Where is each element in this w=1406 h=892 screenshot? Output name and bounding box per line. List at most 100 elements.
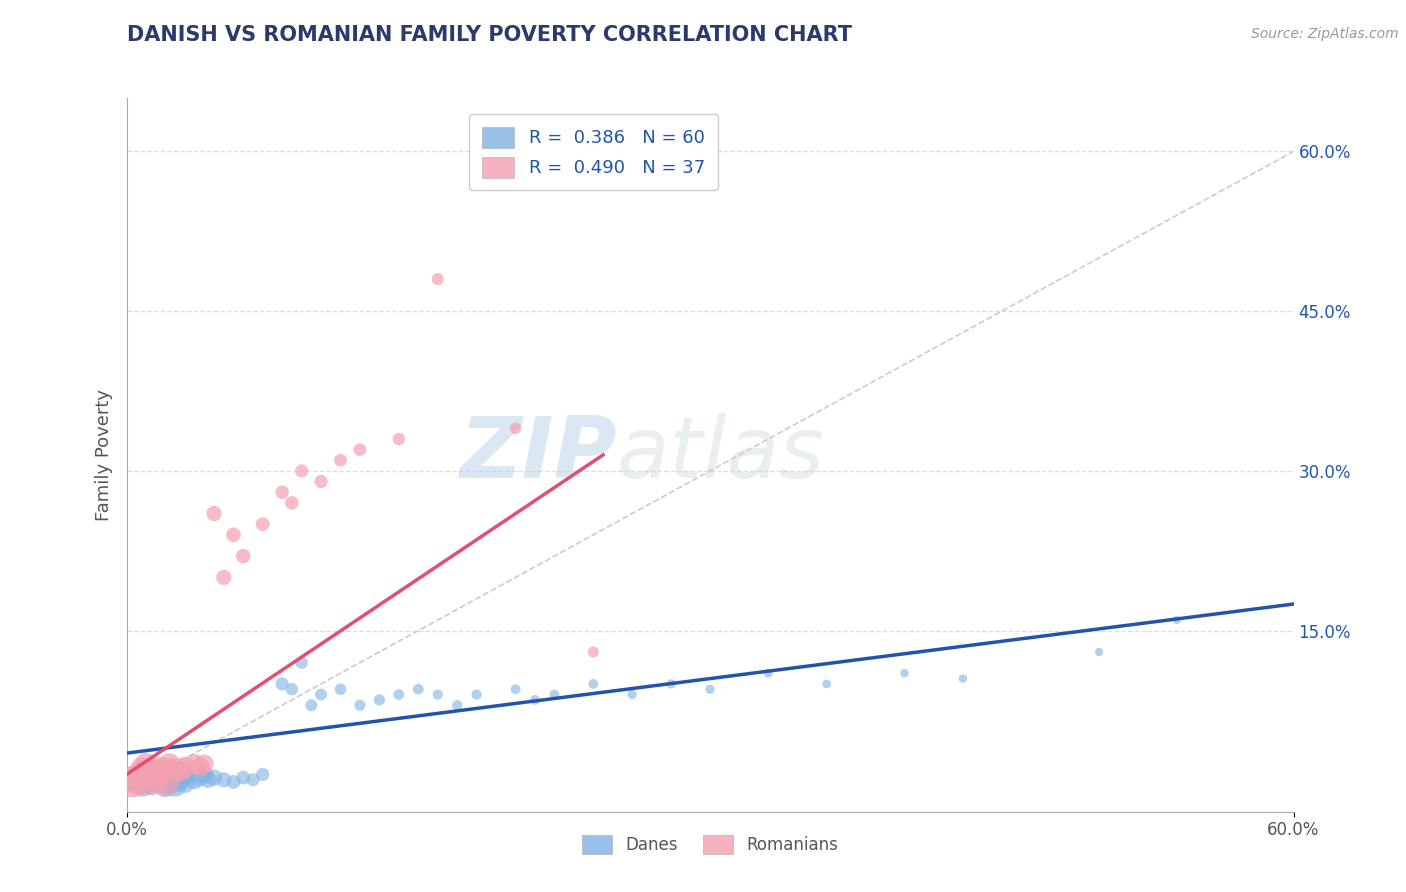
Point [125, 772, 148, 787]
Point [349, 698, 371, 713]
Point [523, 693, 546, 707]
Point [135, 771, 157, 785]
Point [446, 698, 468, 713]
Point [290, 464, 312, 478]
Point [165, 767, 187, 781]
Point [125, 772, 148, 787]
Point [368, 693, 391, 707]
Point [141, 778, 163, 792]
Point [155, 775, 177, 789]
Point [135, 767, 157, 781]
Point [165, 778, 187, 792]
Point [183, 756, 205, 771]
Point [202, 771, 225, 785]
Point [408, 682, 430, 697]
Point [281, 496, 304, 510]
Point [135, 775, 157, 789]
Point [135, 756, 157, 771]
Y-axis label: Family Poverty: Family Poverty [94, 389, 112, 521]
Point [155, 771, 177, 785]
Point [281, 682, 304, 697]
Point [271, 677, 294, 691]
Point [165, 775, 187, 789]
Point [190, 760, 212, 774]
Point [193, 756, 215, 771]
Point [165, 762, 187, 776]
Point [621, 688, 644, 702]
Point [145, 771, 167, 785]
Point [212, 772, 235, 787]
Point [659, 677, 682, 691]
Point [155, 764, 177, 779]
Point [212, 570, 235, 584]
Point [197, 772, 219, 787]
Point [149, 760, 172, 774]
Point [174, 767, 197, 781]
Point [174, 760, 197, 774]
Point [582, 645, 605, 659]
Point [150, 772, 173, 787]
Point [505, 421, 527, 435]
Point [232, 549, 254, 563]
Point [139, 772, 162, 787]
Point [893, 666, 915, 681]
Point [271, 485, 294, 500]
Point [252, 517, 274, 532]
Text: atlas: atlas [617, 413, 825, 497]
Point [145, 772, 167, 787]
Point [699, 682, 721, 697]
Point [183, 772, 205, 787]
Point [135, 767, 157, 781]
Point [131, 778, 153, 792]
Point [329, 682, 352, 697]
Text: ZIP: ZIP [458, 413, 617, 497]
Point [222, 528, 245, 542]
Point [202, 507, 225, 521]
Text: Source: ZipAtlas.com: Source: ZipAtlas.com [1251, 27, 1399, 41]
Point [505, 682, 527, 697]
Point [145, 775, 167, 789]
Point [543, 688, 565, 702]
Legend: Danes, Romanians: Danes, Romanians [572, 825, 848, 864]
Point [145, 764, 167, 779]
Point [756, 666, 779, 681]
Point [309, 688, 332, 702]
Point [290, 656, 312, 670]
Point [1166, 613, 1188, 627]
Text: DANISH VS ROMANIAN FAMILY POVERTY CORRELATION CHART: DANISH VS ROMANIAN FAMILY POVERTY CORREL… [127, 25, 852, 45]
Point [131, 762, 153, 776]
Point [193, 767, 215, 781]
Point [815, 677, 838, 691]
Point [170, 772, 193, 787]
Point [582, 677, 605, 691]
Point [426, 688, 449, 702]
Point [329, 453, 352, 467]
Point [135, 775, 157, 789]
Point [190, 771, 212, 785]
Point [349, 442, 371, 457]
Point [309, 475, 332, 489]
Point [465, 688, 488, 702]
Point [1088, 645, 1111, 659]
Point [155, 762, 177, 776]
Point [388, 432, 411, 446]
Point [150, 767, 173, 781]
Point [131, 767, 153, 781]
Point [388, 688, 411, 702]
Point [252, 767, 274, 781]
Point [121, 775, 143, 789]
Point [952, 672, 974, 686]
Point [222, 775, 245, 789]
Point [141, 762, 163, 776]
Point [170, 764, 193, 779]
Point [139, 771, 162, 785]
Point [150, 767, 173, 781]
Point [157, 772, 180, 787]
Point [242, 772, 264, 787]
Point [157, 767, 180, 781]
Point [157, 756, 180, 771]
Point [174, 775, 197, 789]
Point [155, 775, 177, 789]
Point [299, 698, 322, 713]
Point [426, 272, 449, 286]
